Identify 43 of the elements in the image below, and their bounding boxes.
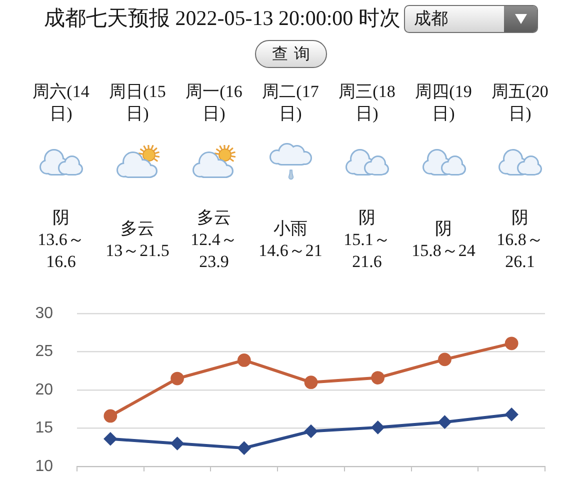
point — [438, 352, 452, 366]
text: 周六(14日) — [32, 81, 90, 125]
point — [237, 354, 251, 367]
text: 阴 — [358, 207, 376, 229]
text: 16.8～26.1 — [496, 229, 544, 273]
point — [371, 420, 385, 434]
text: 阴 — [512, 207, 528, 229]
text: 13.6～16.6 — [36, 229, 86, 273]
point — [304, 376, 318, 390]
text: 周一(16日) — [184, 81, 244, 125]
point — [170, 436, 184, 450]
text: 阴 — [435, 218, 452, 240]
text: 12.4～23.9 — [190, 229, 238, 273]
point — [104, 409, 118, 423]
y-tick-label: 30 — [35, 305, 54, 322]
text: 周二(17日) — [261, 81, 320, 125]
point — [104, 432, 118, 446]
text: 15.8～24 — [412, 240, 476, 262]
text: 周日(15日) — [108, 81, 167, 125]
point — [371, 371, 385, 384]
text: 成都七天预报 2022-05-13 20:00:00 时次 — [44, 5, 400, 31]
point — [504, 336, 518, 350]
point — [304, 424, 318, 438]
text: 周四(19日) — [414, 81, 473, 125]
y-tick-label: 25 — [35, 343, 54, 360]
text: 15.1～21.6 — [342, 229, 392, 273]
point — [438, 415, 452, 429]
text: 周三(18日) — [338, 81, 396, 125]
text: 多云 — [120, 218, 154, 240]
text: 多云 — [197, 207, 231, 229]
y-tick-label: 10 — [35, 458, 54, 475]
y-tick-label: 15 — [35, 420, 54, 437]
text: 阴 — [52, 207, 70, 229]
text: 14.6～21 — [258, 240, 322, 262]
text: 13～21.5 — [106, 240, 170, 262]
query-button[interactable]: 查询 — [255, 40, 327, 68]
point — [504, 408, 518, 422]
city-select[interactable]: 成都 — [404, 5, 538, 33]
point — [170, 372, 184, 386]
text: 周五(20日) — [490, 81, 550, 125]
point — [237, 441, 251, 455]
y-tick-label: 20 — [35, 381, 54, 398]
text: 小雨 — [274, 218, 308, 240]
